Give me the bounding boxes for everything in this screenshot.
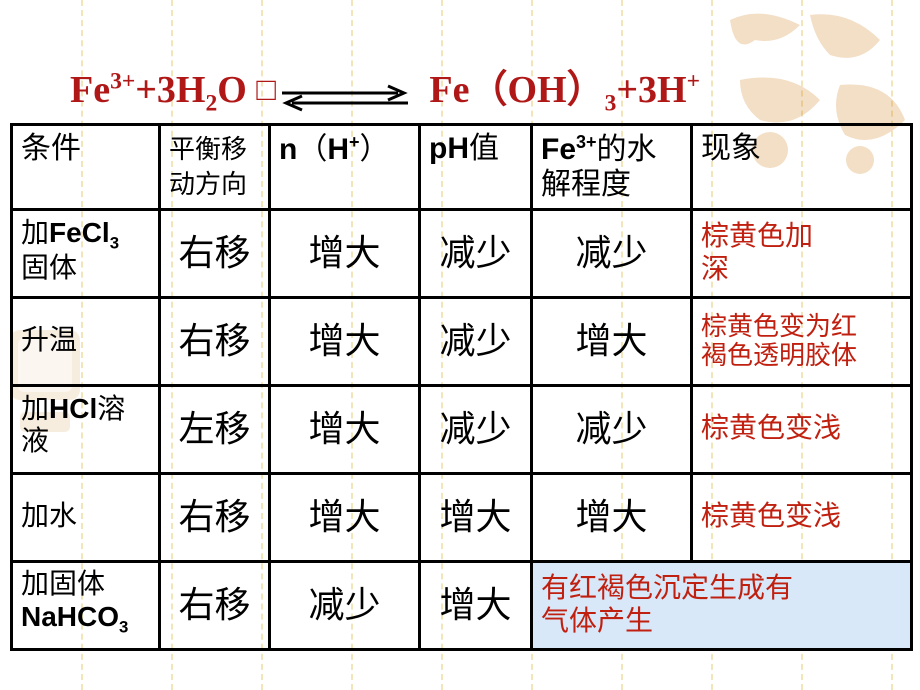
cell-direction: 左移 bbox=[160, 386, 270, 474]
cell-direction: 右移 bbox=[160, 562, 270, 650]
cond-add-hcl: 加HCl溶液 bbox=[12, 386, 160, 474]
eq-rhs-h-charge: + bbox=[687, 68, 700, 94]
cell-phenomenon: 棕黄色变浅 bbox=[692, 386, 912, 474]
table-row: 加FeCl3固体 右移 增大 减少 减少 棕黄色加深 bbox=[12, 210, 912, 298]
header-n-h-plus: n（H+） bbox=[270, 125, 420, 210]
cond-add-fecl3: 加FeCl3固体 bbox=[12, 210, 160, 298]
cell-nh: 增大 bbox=[270, 298, 420, 386]
eq-rhs-paren-close: ） bbox=[567, 69, 605, 111]
header-hydrolysis-degree: Fe3+的水解程度 bbox=[532, 125, 692, 210]
cell-phenomenon: 棕黄色加深 bbox=[692, 210, 912, 298]
cond-add-water: 加水 bbox=[12, 474, 160, 562]
eq-rhs-oh: OH bbox=[507, 69, 566, 111]
cell-ph: 增大 bbox=[420, 474, 532, 562]
cell-nh: 增大 bbox=[270, 386, 420, 474]
table-row: 加固体NaHCO3 右移 减少 增大 有红褐色沉定生成有气体产生 bbox=[12, 562, 912, 650]
eq-box-glyph: □ bbox=[256, 71, 276, 108]
cell-degree: 增大 bbox=[532, 474, 692, 562]
header-shift-direction: 平衡移动方向 bbox=[160, 125, 270, 210]
cell-ph: 减少 bbox=[420, 386, 532, 474]
equilibrium-table: 条件 平衡移动方向 n（H+） pH值 Fe3+的水解程度 现象 加FeCl3固… bbox=[10, 123, 910, 651]
chemical-equation: Fe3++3H2O □ Fe（OH）3+3H+ bbox=[70, 58, 700, 118]
eq-rhs-plus-3h: +3H bbox=[616, 69, 686, 111]
table-row: 升温 右移 增大 减少 增大 棕黄色变为红褐色透明胶体 bbox=[12, 298, 912, 386]
eq-lhs-h2o-sub: 2 bbox=[206, 91, 218, 117]
cell-degree: 减少 bbox=[532, 210, 692, 298]
table-header-row: 条件 平衡移动方向 n（H+） pH值 Fe3+的水解程度 现象 bbox=[12, 125, 912, 210]
eq-rhs-oh-sub: 3 bbox=[605, 91, 617, 117]
cell-phenomenon: 棕黄色变为红褐色透明胶体 bbox=[692, 298, 912, 386]
cell-nh: 增大 bbox=[270, 210, 420, 298]
cell-phenomenon: 棕黄色变浅 bbox=[692, 474, 912, 562]
eq-lhs-fe-charge: 3+ bbox=[110, 68, 135, 94]
header-ph: pH值 bbox=[420, 125, 532, 210]
cell-nh: 增大 bbox=[270, 474, 420, 562]
cell-direction: 右移 bbox=[160, 474, 270, 562]
cell-degree: 减少 bbox=[532, 386, 692, 474]
cell-direction: 右移 bbox=[160, 298, 270, 386]
cell-nh: 减少 bbox=[270, 562, 420, 650]
cond-add-nahco3: 加固体NaHCO3 bbox=[12, 562, 160, 650]
table-row: 加HCl溶液 左移 增大 减少 减少 棕黄色变浅 bbox=[12, 386, 912, 474]
cell-ph: 减少 bbox=[420, 298, 532, 386]
cell-ph: 减少 bbox=[420, 210, 532, 298]
eq-lhs-fe: Fe bbox=[70, 69, 110, 111]
cell-phenomenon-merged: 有红褐色沉定生成有气体产生 bbox=[532, 562, 912, 650]
eq-lhs-h2o-o: O bbox=[217, 69, 247, 111]
eq-rhs-paren-open: （ bbox=[469, 69, 507, 111]
header-condition: 条件 bbox=[12, 125, 160, 210]
cell-degree: 增大 bbox=[532, 298, 692, 386]
eq-lhs-plus-3h: +3H bbox=[135, 69, 205, 111]
cell-direction: 右移 bbox=[160, 210, 270, 298]
eq-rhs-fe: Fe bbox=[429, 69, 469, 111]
table-row: 加水 右移 增大 增大 增大 棕黄色变浅 bbox=[12, 474, 912, 562]
header-phenomenon: 现象 bbox=[692, 125, 912, 210]
equilibrium-arrow-icon bbox=[280, 78, 410, 108]
cell-ph: 增大 bbox=[420, 562, 532, 650]
cond-heat: 升温 bbox=[12, 298, 160, 386]
